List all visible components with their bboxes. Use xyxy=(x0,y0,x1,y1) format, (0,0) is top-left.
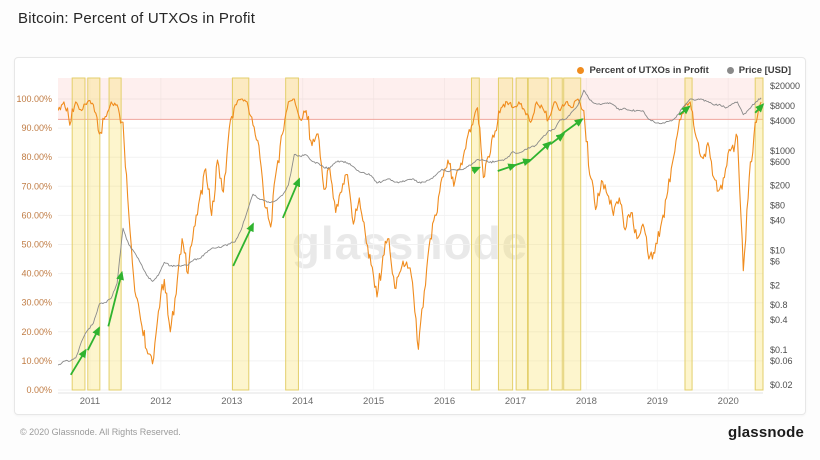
y-right-tick-label: $200 xyxy=(770,181,790,191)
y-left-tick-label: 40.00% xyxy=(21,269,52,279)
y-right-tick-label: $4000 xyxy=(770,116,795,126)
x-axis-tick-label: 2019 xyxy=(647,396,668,407)
y-right-tick-label: $8000 xyxy=(770,101,795,111)
y-right-tick-label: $600 xyxy=(770,157,790,167)
y-left-tick-label: 100.00% xyxy=(16,94,52,104)
y-left-tick-label: 30.00% xyxy=(21,298,52,308)
chart-card: Percent of UTXOs in Profit Price [USD] g… xyxy=(14,57,806,415)
y-left-tick-label: 70.00% xyxy=(21,181,52,191)
legend-item-price[interactable]: Price [USD] xyxy=(726,65,791,76)
legend-item-utxo-profit[interactable]: Percent of UTXOs in Profit xyxy=(577,65,709,76)
chart-plot: 0.00% 10.00% 20.00% 30.00% 40.00% 50.00% 60.00… xyxy=(16,77,800,407)
y-left-tick-label: 80.00% xyxy=(21,152,52,162)
x-axis-tick-label: 2015 xyxy=(363,396,384,407)
chart-legend: Percent of UTXOs in Profit Price [USD] xyxy=(577,65,791,76)
y-left-tick-label: 20.00% xyxy=(21,327,52,337)
x-axis-tick-label: 2011 xyxy=(80,396,100,407)
y-right-tick-label: $0.8 xyxy=(770,300,788,310)
x-axis-tick-label: 2012 xyxy=(150,396,171,407)
y-right-tick-label: $1000 xyxy=(770,146,795,156)
y-right-tick-label: $80 xyxy=(770,200,785,210)
page-title: Bitcoin: Percent of UTXOs in Profit xyxy=(18,10,256,27)
legend-dot-gray-icon xyxy=(726,67,734,74)
legend-dot-orange-icon xyxy=(577,67,585,74)
y-right-tick-label: $10 xyxy=(770,246,785,256)
x-axis-tick-label: 2018 xyxy=(576,396,597,407)
y-right-tick-label: $6 xyxy=(770,257,780,267)
x-axis-tick-label: 2017 xyxy=(505,396,526,407)
x-axis-tick-label: 2020 xyxy=(718,396,739,407)
y-left-tick-label: 0.00% xyxy=(26,385,52,395)
y-left-tick-label: 90.00% xyxy=(21,123,52,133)
y-right-tick-label: $0.1 xyxy=(770,345,788,355)
legend-label: Price [USD] xyxy=(738,65,791,76)
y-right-tick-label: $0.06 xyxy=(770,356,793,366)
y-left-tick-label: 50.00% xyxy=(21,240,52,250)
y-left-tick-label: 10.00% xyxy=(21,356,52,366)
y-right-tick-label: $0.4 xyxy=(770,315,788,325)
y-right-tick-label: $20000 xyxy=(770,81,800,91)
y-right-tick-label: $2 xyxy=(770,280,780,290)
footer-copyright: © 2020 Glassnode. All Rights Reserved. xyxy=(20,427,181,437)
y-right-tick-label: $0.02 xyxy=(770,380,793,390)
glassnode-logo: glassnode xyxy=(728,424,804,441)
x-axis-tick-label: 2013 xyxy=(221,396,242,407)
x-axis-tick-label: 2014 xyxy=(292,396,313,407)
y-left-tick-label: 60.00% xyxy=(21,210,52,220)
legend-label: Percent of UTXOs in Profit xyxy=(589,65,709,76)
y-right-tick-label: $40 xyxy=(770,215,785,225)
x-axis-tick-label: 2016 xyxy=(434,396,455,407)
